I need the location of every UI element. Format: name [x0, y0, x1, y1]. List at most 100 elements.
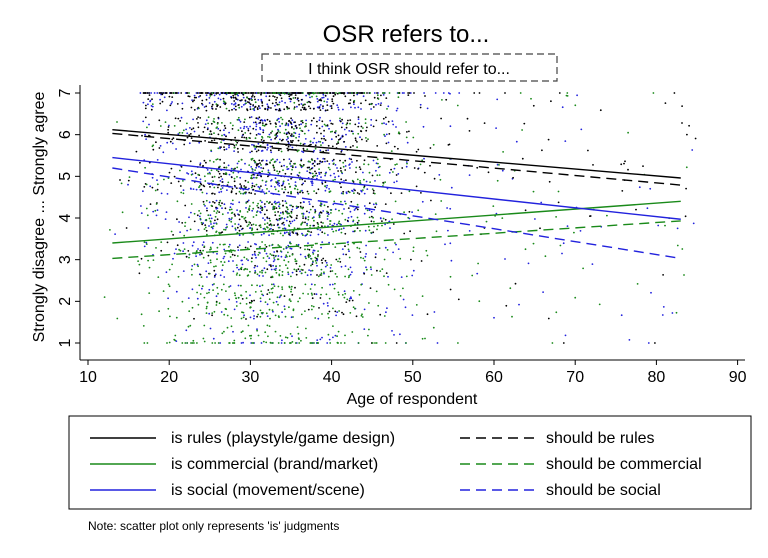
scatter-point	[315, 192, 318, 195]
scatter-point	[375, 290, 378, 293]
scatter-point	[334, 273, 337, 275]
scatter-point	[426, 107, 429, 110]
scatter-point	[221, 92, 224, 94]
scatter-point	[244, 162, 246, 165]
scatter-point	[260, 185, 262, 188]
scatter-point	[120, 182, 123, 185]
scatter-point	[351, 299, 354, 302]
scatter-point	[145, 104, 147, 107]
scatter-point	[368, 328, 370, 331]
scatter-point	[231, 127, 234, 130]
scatter-point	[257, 334, 260, 337]
scatter-point	[367, 138, 369, 141]
scatter-point	[237, 296, 240, 299]
scatter-point	[422, 125, 425, 128]
scatter-point	[316, 242, 318, 245]
scatter-point	[395, 109, 398, 112]
scatter-point	[332, 307, 334, 310]
scatter-point	[161, 100, 164, 103]
scatter-point	[195, 96, 198, 99]
scatter-point	[284, 186, 286, 189]
scatter-point	[344, 232, 347, 235]
scatter-point	[220, 288, 223, 291]
scatter-point	[279, 232, 282, 235]
scatter-point	[211, 283, 214, 286]
scatter-point	[201, 285, 204, 288]
scatter-point	[320, 132, 322, 135]
scatter-point	[252, 127, 255, 130]
scatter-point	[235, 264, 238, 266]
scatter-point	[370, 103, 373, 106]
scatter-point	[210, 217, 213, 220]
scatter-point	[550, 100, 552, 103]
scatter-point	[261, 269, 263, 272]
scatter-point	[495, 127, 497, 129]
y-tick-label: 1	[57, 338, 74, 347]
scatter-point	[341, 122, 344, 125]
scatter-point	[271, 232, 273, 235]
scatter-point	[249, 316, 252, 319]
scatter-point	[228, 173, 231, 176]
scatter-point	[255, 214, 258, 217]
scatter-point	[205, 105, 208, 108]
scatter-point	[509, 287, 512, 290]
scatter-point	[255, 163, 258, 166]
scatter-point	[317, 140, 320, 143]
scatter-point	[372, 189, 375, 192]
scatter-point	[306, 224, 308, 227]
scatter-point	[326, 124, 329, 126]
scatter-point	[284, 200, 287, 203]
scatter-point	[233, 177, 236, 180]
scatter-point	[623, 162, 625, 165]
scatter-point	[209, 246, 212, 249]
scatter-point	[278, 109, 280, 112]
scatter-point	[223, 166, 226, 169]
scatter-point	[192, 100, 194, 103]
scatter-point	[158, 310, 161, 313]
scatter-point	[223, 124, 226, 127]
scatter-point	[277, 315, 280, 318]
scatter-point	[210, 223, 212, 225]
scatter-point	[290, 316, 293, 319]
scatter-point	[316, 264, 318, 267]
scatter-point	[254, 121, 257, 124]
scatter-point	[349, 167, 351, 169]
scatter-point	[310, 257, 313, 260]
scatter-point	[271, 254, 273, 256]
scatter-point	[304, 216, 307, 219]
scatter-point	[270, 107, 272, 109]
scatter-point	[213, 201, 216, 204]
scatter-point	[370, 231, 373, 234]
scatter-point	[344, 275, 346, 278]
scatter-point	[231, 187, 234, 190]
scatter-point	[276, 103, 279, 106]
scatter-point	[274, 104, 276, 107]
scatter-point	[322, 96, 325, 99]
scatter-point	[343, 290, 346, 293]
scatter-point	[225, 148, 228, 151]
scatter-point	[345, 133, 347, 136]
scatter-point	[237, 223, 240, 226]
scatter-point	[344, 95, 347, 98]
scatter-point	[328, 297, 331, 300]
scatter-point	[657, 224, 660, 227]
scatter-point	[352, 181, 355, 183]
scatter-point	[170, 182, 173, 185]
scatter-point	[287, 179, 290, 182]
scatter-point	[248, 101, 250, 104]
scatter-point	[421, 200, 424, 203]
scatter-point	[347, 119, 349, 122]
scatter-point	[208, 133, 211, 136]
scatter-point	[635, 208, 637, 211]
scatter-point	[210, 226, 213, 229]
scatter-point	[324, 265, 327, 268]
scatter-point	[349, 146, 352, 149]
scatter-point	[375, 103, 377, 106]
scatter-point	[272, 342, 274, 344]
scatter-point	[259, 297, 262, 300]
scatter-point	[167, 131, 170, 134]
scatter-point	[255, 224, 257, 227]
scatter-point	[268, 133, 271, 136]
scatter-point	[269, 317, 271, 320]
scatter-point	[311, 182, 314, 185]
